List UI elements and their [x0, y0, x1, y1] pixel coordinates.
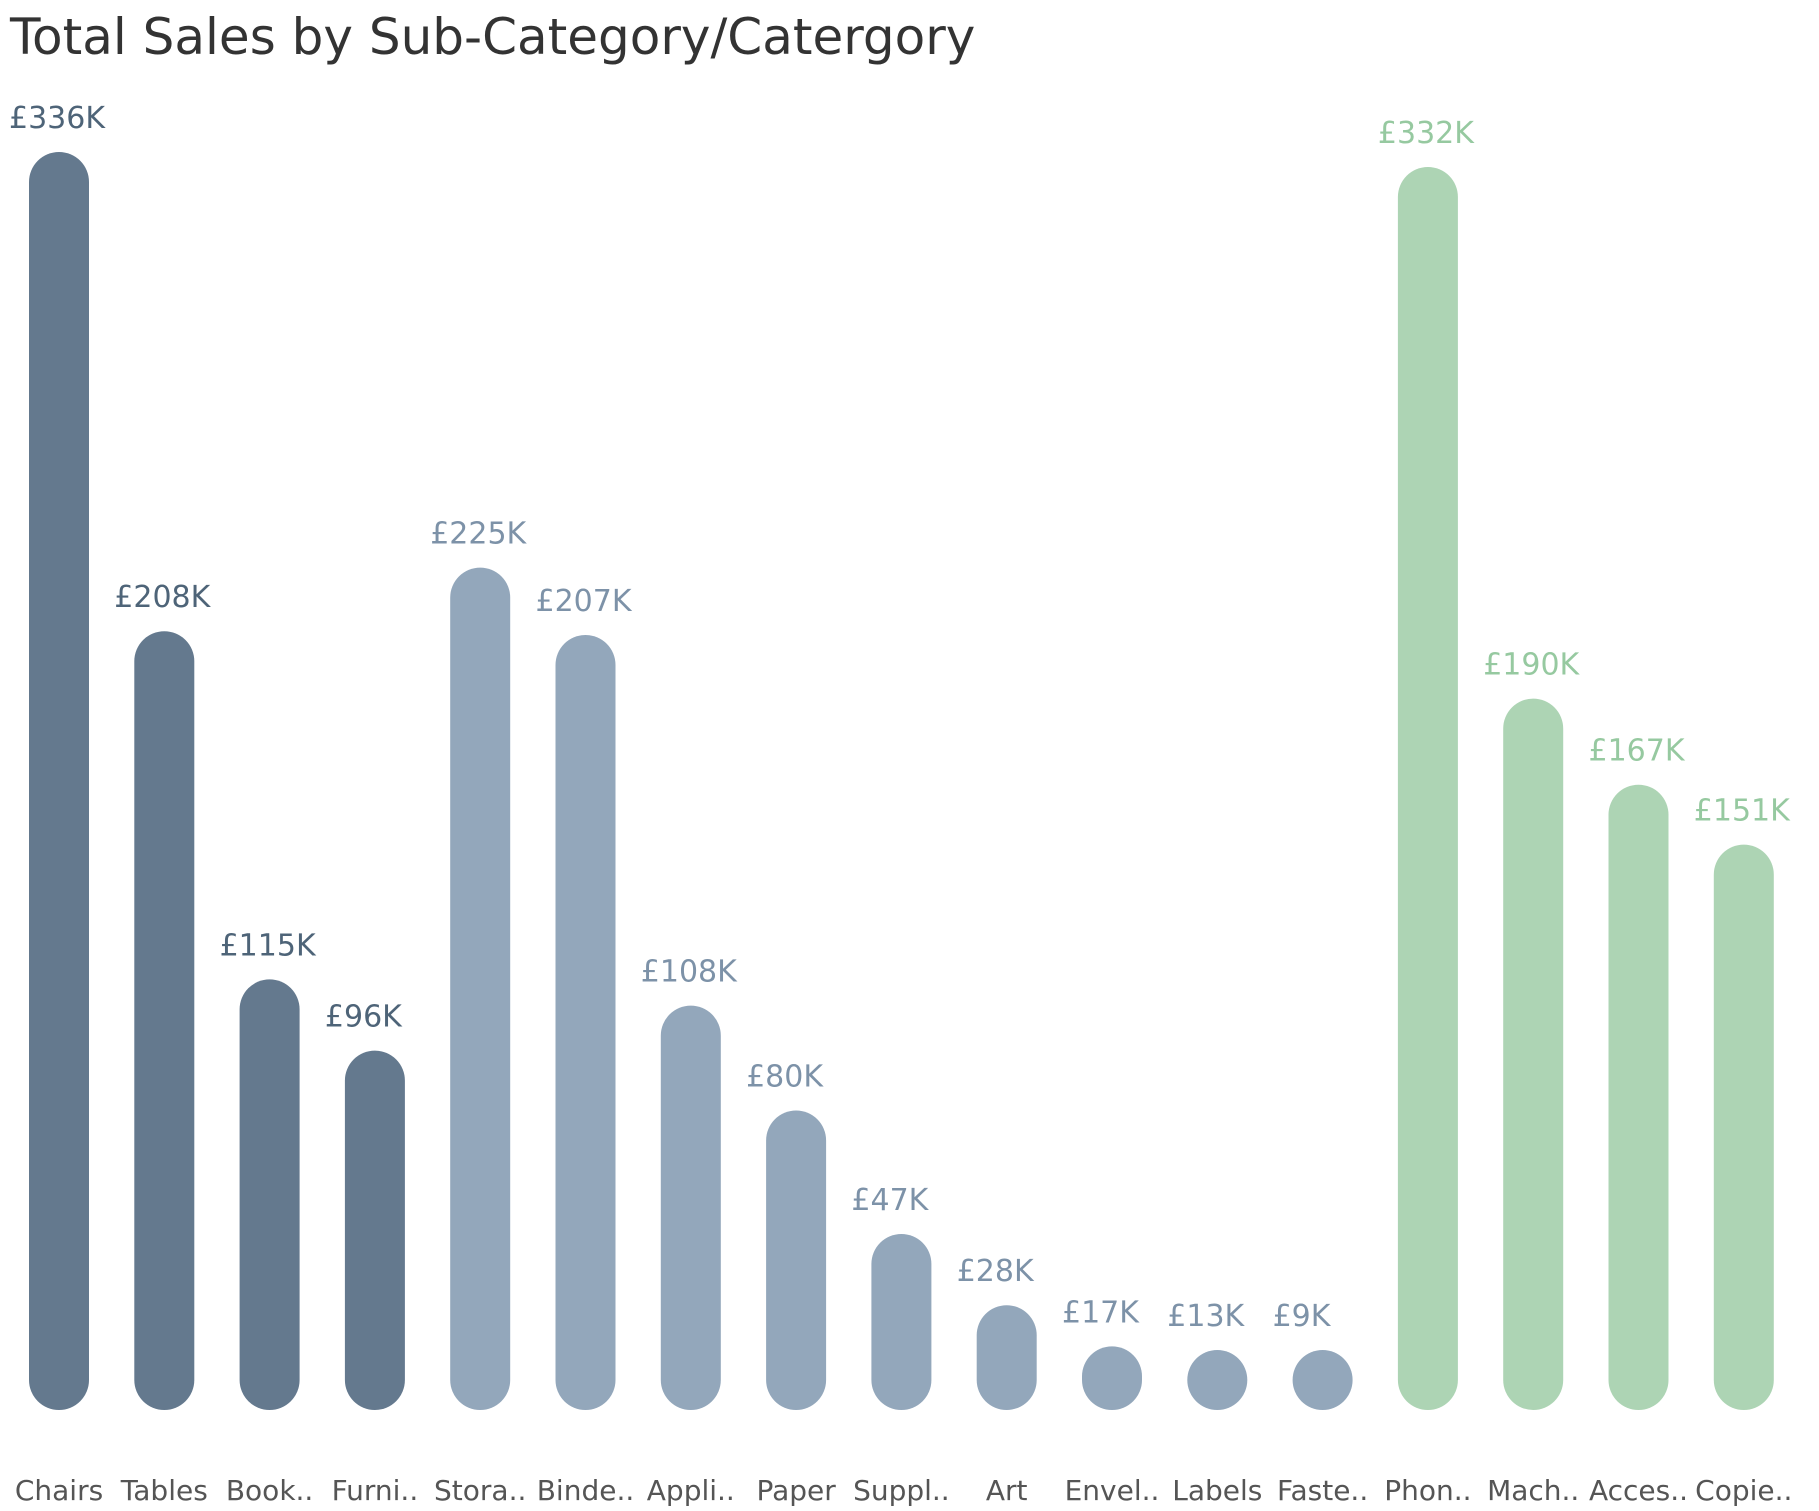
category-label-4: Stora.. — [434, 1474, 526, 1507]
bar-10 — [1082, 1346, 1142, 1410]
category-label-0: Chairs — [15, 1474, 103, 1507]
category-label-12: Faste.. — [1277, 1474, 1368, 1507]
value-label-14: £190K — [1483, 648, 1580, 683]
category-label-16: Copie.. — [1695, 1474, 1792, 1507]
value-label-3: £96K — [325, 1000, 403, 1035]
value-label-11: £13K — [1167, 1299, 1245, 1334]
bar-11 — [1187, 1350, 1248, 1410]
category-label-15: Acces.. — [1589, 1474, 1688, 1507]
bar-7 — [766, 1110, 827, 1410]
value-label-0: £336K — [9, 101, 106, 136]
category-label-5: Binde.. — [537, 1474, 635, 1507]
bar-4 — [450, 567, 511, 1410]
bar-0 — [29, 152, 89, 1410]
bar-9 — [976, 1305, 1037, 1410]
category-label-3: Furni.. — [332, 1474, 419, 1507]
value-label-5: £207K — [536, 584, 633, 619]
bar-16 — [1713, 844, 1774, 1410]
category-label-2: Book.. — [226, 1474, 314, 1507]
value-label-16: £151K — [1694, 794, 1791, 829]
value-label-1: £208K — [114, 580, 211, 615]
category-label-10: Envel.. — [1065, 1474, 1160, 1507]
bar-5 — [555, 635, 616, 1410]
category-label-9: Art — [986, 1474, 1028, 1507]
bar-13 — [1397, 167, 1458, 1410]
value-label-13: £332K — [1378, 116, 1475, 151]
category-label-14: Mach.. — [1487, 1474, 1579, 1507]
value-label-2: £115K — [220, 928, 317, 963]
value-label-10: £17K — [1062, 1295, 1140, 1330]
value-label-15: £167K — [1589, 734, 1686, 769]
chart-title: Total Sales by Sub-Category/Catergory — [10, 8, 976, 66]
category-label-11: Labels — [1172, 1474, 1262, 1507]
bar-12 — [1292, 1350, 1353, 1410]
bar-15 — [1608, 784, 1669, 1410]
value-label-8: £47K — [851, 1183, 929, 1218]
category-label-8: Suppl.. — [853, 1474, 950, 1507]
bar-6 — [660, 1005, 721, 1410]
value-label-6: £108K — [641, 955, 738, 990]
value-label-12: £9K — [1273, 1299, 1332, 1334]
value-label-9: £28K — [957, 1254, 1035, 1289]
bar-8 — [871, 1234, 932, 1410]
category-label-1: Tables — [120, 1474, 208, 1507]
value-label-4: £225K — [430, 517, 527, 552]
category-label-7: Paper — [756, 1474, 836, 1507]
bar-2 — [239, 979, 300, 1410]
bar-1 — [134, 631, 195, 1410]
bar-3 — [344, 1050, 405, 1410]
category-label-6: Appli.. — [647, 1474, 735, 1507]
bar-14 — [1503, 698, 1564, 1410]
value-label-7: £80K — [746, 1060, 824, 1095]
category-label-13: Phon.. — [1384, 1474, 1471, 1507]
